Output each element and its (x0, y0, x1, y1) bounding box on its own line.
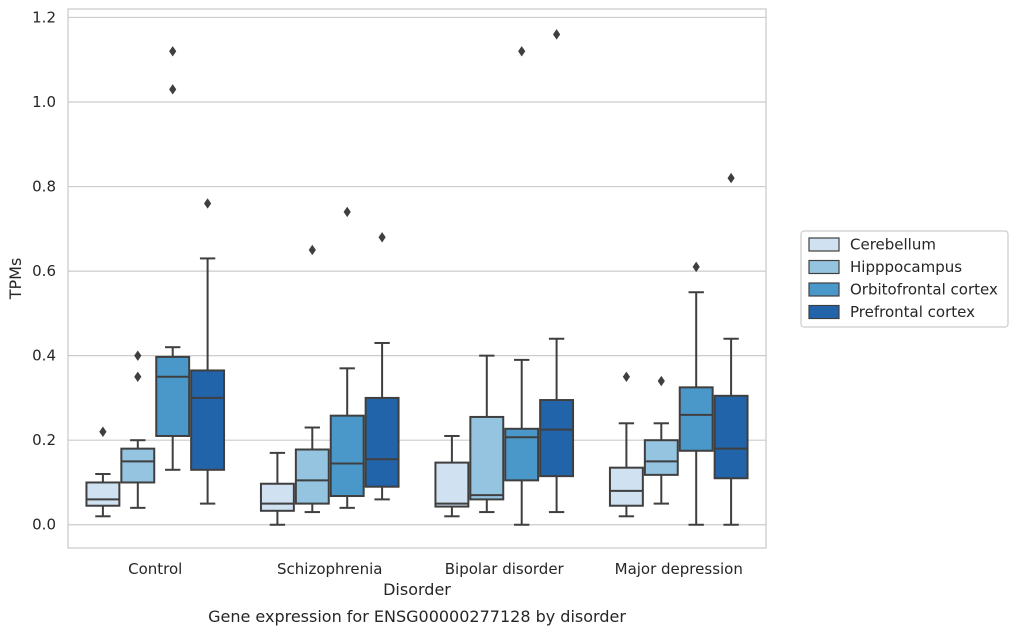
box-body (608, 466, 644, 507)
box-cerebellum (608, 371, 644, 518)
outlier-point (378, 232, 386, 243)
y-tick-label: 0.0 (32, 516, 56, 534)
legend-swatch (808, 237, 840, 252)
x-tick-label: Bipolar disorder (445, 560, 565, 578)
y-tick-labels: 0.0 0.2 0.4 0.6 0.8 1.0 1.2 (32, 8, 56, 533)
box-body (469, 415, 505, 501)
y-tick-label: 1.2 (32, 8, 56, 26)
y-axis-label: TPMs (6, 258, 25, 301)
legend-item: Cerebellum (808, 236, 936, 254)
box-hipppocampus (294, 244, 330, 514)
outlier-point (99, 426, 107, 437)
box-cerebellum (259, 451, 295, 526)
box-cerebellum (434, 434, 470, 518)
legend-label: Hipppocampus (850, 258, 962, 276)
box-hipppocampus (120, 350, 156, 509)
box-orbitofrontal-cortex (155, 46, 191, 471)
box-orbitofrontal-cortex (329, 206, 365, 509)
box-orbitofrontal-cortex (504, 46, 540, 526)
outlier-point (518, 46, 526, 57)
chart-caption: Gene expression for ENSG00000277128 by d… (208, 607, 626, 626)
boxes (85, 29, 749, 526)
outlier-point (134, 371, 142, 382)
x-tick-labels: Control Schizophrenia Bipolar disorder Majo… (128, 560, 743, 578)
y-tick-label: 0.2 (32, 431, 56, 449)
box-prefrontal-cortex (364, 232, 400, 501)
box-body (190, 369, 226, 471)
y-tick-label: 0.8 (32, 178, 56, 196)
outlier-point (727, 172, 735, 184)
legend-item: Prefrontal cortex (808, 303, 975, 321)
box-body (155, 355, 191, 437)
gridlines (68, 16, 766, 526)
legend-frame (800, 230, 1009, 328)
legend: Cerebellum Hipppocampus Orbitofrontal cort… (800, 230, 1009, 328)
legend-swatch (808, 282, 840, 297)
legend-item: Hipppocampus (808, 258, 962, 276)
box-hipppocampus (469, 354, 505, 514)
x-axis-label: Disorder (383, 580, 451, 599)
box-body (713, 394, 749, 480)
box-body (85, 481, 121, 507)
outlier-point (204, 198, 212, 209)
box-body (434, 461, 470, 508)
y-tick-label: 1.0 (32, 93, 56, 111)
box-prefrontal-cortex (190, 198, 226, 505)
legend-swatch (808, 304, 840, 320)
box-hipppocampus (643, 375, 679, 505)
outlier-point (169, 84, 177, 95)
outlier-point (134, 350, 142, 361)
outlier-point (692, 261, 700, 273)
box-body (539, 399, 575, 478)
box-body (259, 482, 295, 512)
box-prefrontal-cortex (539, 29, 575, 514)
y-tick-label: 0.6 (32, 262, 56, 280)
x-tick-label: Schizophrenia (277, 560, 382, 578)
legend-item: Orbitofrontal cortex (808, 281, 998, 299)
box-body (678, 386, 714, 452)
box-body (294, 448, 330, 505)
outlier-point (169, 46, 177, 57)
box-cerebellum (85, 426, 121, 518)
box-body (643, 439, 679, 476)
x-tick-label: Control (128, 560, 182, 578)
outlier-point (657, 375, 665, 387)
legend-label: Cerebellum (850, 236, 936, 254)
x-tick-label: Major depression (615, 560, 743, 578)
legend-label: Prefrontal cortex (850, 303, 975, 321)
outlier-point (622, 371, 630, 382)
plot-frame (67, 8, 767, 549)
box-body (329, 414, 365, 498)
legend-label: Orbitofrontal cortex (850, 281, 998, 299)
box-orbitofrontal-cortex (678, 261, 714, 526)
outlier-point (308, 244, 316, 256)
box-body (364, 396, 400, 488)
outlier-point (553, 29, 561, 40)
legend-swatch (808, 259, 840, 275)
box-body (120, 447, 156, 484)
box-prefrontal-cortex (713, 172, 749, 526)
y-tick-label: 0.4 (32, 347, 56, 365)
outlier-point (343, 206, 351, 218)
